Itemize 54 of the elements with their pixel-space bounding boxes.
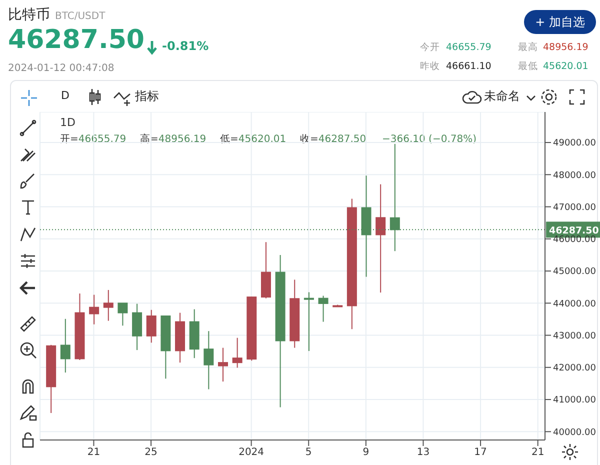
text: D <box>61 89 70 102</box>
y-tick-label: 43000.00 <box>553 331 596 342</box>
y-tick-label: 45000.00 <box>553 267 596 278</box>
text: 最低 <box>518 61 538 72</box>
x-tick-label: 25 <box>144 447 158 458</box>
x-tick-label: 17 <box>474 447 487 458</box>
annotation: 46287.50 <box>318 134 366 145</box>
x-tick-label: 2024 <box>238 447 264 458</box>
text: 最高 <box>518 42 538 54</box>
x-tick-label: 21 <box>87 447 100 458</box>
candlestick <box>318 295 328 322</box>
text: 指标 <box>135 89 159 104</box>
text: 昨收 <box>420 61 440 72</box>
text: 46661.10 <box>446 61 492 72</box>
candlestick <box>60 318 70 374</box>
text: 48956.19 <box>543 42 588 53</box>
annotation: 48956.19 <box>158 134 206 145</box>
text: 46655.79 <box>446 42 492 53</box>
y-tick-label: 49000.00 <box>553 138 596 149</box>
candlestick <box>146 309 156 344</box>
x-tick-label: 13 <box>416 447 430 458</box>
y-tick-label: 48000.00 <box>553 170 596 181</box>
text: 45620.01 <box>543 61 588 72</box>
text: -0.81% <box>162 39 209 54</box>
text: 今开 <box>420 42 440 54</box>
candlestick <box>304 292 314 352</box>
y-tick-label: 47000.00 <box>553 202 596 213</box>
annotation: 1D <box>60 116 76 130</box>
chart-title: 比特币 <box>8 7 50 23</box>
text: 46287.50 <box>8 25 145 55</box>
x-tick-label: 9 <box>362 447 370 458</box>
y-tick-label: 46000.00 <box>553 235 596 246</box>
candlestick <box>376 184 386 294</box>
candlestick <box>218 347 228 382</box>
candlestick <box>89 294 100 325</box>
text: 未命名 <box>484 89 520 104</box>
y-tick-label: 41000.00 <box>553 396 596 406</box>
candlestick <box>232 337 242 368</box>
candlestick <box>103 289 114 322</box>
y-tick-label: 40000.00 <box>553 428 596 438</box>
text: + 加自选 <box>524 10 596 34</box>
annotation: 45620.01 <box>238 134 286 145</box>
x-tick-label: 21 <box>531 447 544 458</box>
candlestick <box>204 330 214 390</box>
x-tick-label: 5 <box>305 447 312 458</box>
candlestick <box>132 303 142 351</box>
annotation: −366.10 (−0.78%) <box>382 134 476 145</box>
annotation: 46655.79 <box>78 134 126 145</box>
y-tick-label: 44000.00 <box>553 299 596 310</box>
candlestick <box>118 302 128 326</box>
chart-subtitle: BTC/USDT <box>55 11 106 22</box>
text: 2024-01-12 00:47:08 <box>8 63 114 74</box>
ref-line-label: 46287.50 <box>549 226 600 237</box>
y-tick-label: 42000.00 <box>553 364 596 374</box>
